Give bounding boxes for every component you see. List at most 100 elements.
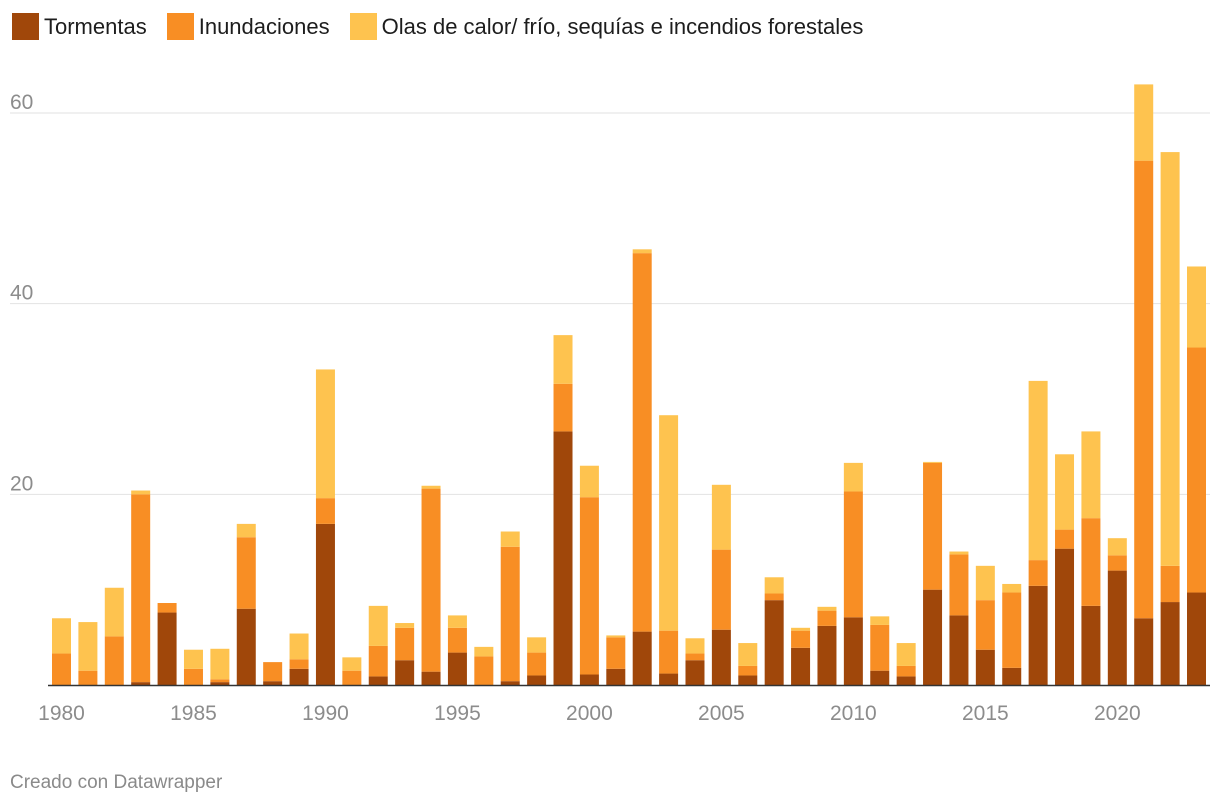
bar-2018-series-1 bbox=[1055, 529, 1075, 549]
bar-2017-series-1 bbox=[1028, 560, 1048, 586]
bar-1982-series-2 bbox=[104, 587, 124, 637]
x-tick-label-2005: 2005 bbox=[698, 702, 745, 725]
legend-label-olas-calor: Olas de calor/ frío, sequías e incendios… bbox=[381, 13, 864, 39]
bar-2016-series-2 bbox=[1002, 583, 1022, 593]
bar-1992-series-2 bbox=[368, 605, 388, 646]
bar-2021-series-0 bbox=[1134, 618, 1154, 685]
legend-swatch-tormentas bbox=[12, 13, 39, 40]
bar-1986-series-0 bbox=[210, 682, 230, 685]
bar-2000-series-0 bbox=[579, 674, 599, 685]
bar-1992-series-1 bbox=[368, 645, 388, 677]
x-tick-label-1980: 1980 bbox=[38, 702, 85, 725]
bar-1985-series-1 bbox=[183, 668, 203, 685]
bar-2006-series-0 bbox=[738, 675, 758, 685]
bar-1994-series-2 bbox=[421, 485, 441, 489]
bar-1999-series-0 bbox=[553, 431, 573, 685]
bar-1984-series-0 bbox=[157, 612, 177, 685]
bar-2020-series-1 bbox=[1107, 555, 1127, 571]
x-tick-label-2000: 2000 bbox=[566, 702, 613, 725]
bar-2012-series-1 bbox=[896, 665, 916, 677]
bar-2011-series-1 bbox=[870, 624, 890, 671]
bar-1986-series-2 bbox=[210, 648, 230, 680]
bar-2013-series-0 bbox=[923, 589, 943, 685]
bar-1980-series-2 bbox=[52, 618, 71, 654]
y-tick-label-40: 40 bbox=[10, 282, 33, 305]
bar-1993-series-0 bbox=[395, 660, 415, 685]
bar-2019-series-0 bbox=[1081, 605, 1101, 685]
bar-1993-series-2 bbox=[395, 623, 415, 628]
bar-2001-series-1 bbox=[606, 637, 626, 669]
bar-2023-series-2 bbox=[1187, 266, 1206, 348]
bar-1988-series-1 bbox=[263, 662, 283, 682]
y-tick-label-20: 20 bbox=[10, 472, 33, 495]
bar-1990-series-0 bbox=[315, 523, 335, 685]
bar-2013-series-2 bbox=[923, 461, 943, 463]
bar-2006-series-1 bbox=[738, 665, 758, 676]
bar-1982-series-1 bbox=[104, 636, 124, 685]
chart-legend: Tormentas Inundaciones Olas de calor/ fr… bbox=[12, 13, 883, 40]
bar-2002-series-1 bbox=[632, 253, 652, 632]
bar-1997-series-0 bbox=[500, 681, 520, 685]
bar-1989-series-1 bbox=[289, 659, 309, 669]
bar-1989-series-2 bbox=[289, 633, 309, 660]
bar-2004-series-1 bbox=[685, 653, 705, 661]
bar-2018-series-2 bbox=[1055, 454, 1075, 530]
bar-2015-series-1 bbox=[975, 600, 995, 650]
bar-2009-series-1 bbox=[817, 610, 837, 626]
bar-2000-series-1 bbox=[579, 497, 599, 675]
bar-1994-series-1 bbox=[421, 488, 441, 672]
bar-1987-series-2 bbox=[236, 523, 256, 538]
bar-1993-series-1 bbox=[395, 627, 415, 661]
bar-2011-series-0 bbox=[870, 670, 890, 685]
bar-2022-series-0 bbox=[1160, 602, 1180, 685]
bar-1983-series-2 bbox=[131, 490, 151, 495]
bar-1985-series-2 bbox=[183, 649, 203, 669]
x-tick-label-1990: 1990 bbox=[302, 702, 349, 725]
legend-label-tormentas: Tormentas bbox=[44, 13, 147, 39]
bar-2008-series-0 bbox=[791, 647, 811, 685]
bar-2010-series-0 bbox=[843, 617, 863, 685]
bar-2019-series-2 bbox=[1081, 431, 1101, 519]
bar-2013-series-1 bbox=[923, 462, 943, 590]
legend-label-inundaciones: Inundaciones bbox=[198, 13, 330, 39]
bar-2018-series-0 bbox=[1055, 548, 1075, 685]
bar-2015-series-0 bbox=[975, 649, 995, 685]
bar-1997-series-1 bbox=[500, 546, 520, 682]
bar-2022-series-2 bbox=[1160, 152, 1180, 566]
bar-1998-series-0 bbox=[527, 675, 547, 685]
bar-2012-series-0 bbox=[896, 676, 916, 685]
bar-2023-series-0 bbox=[1187, 592, 1206, 685]
legend-item-tormentas: Tormentas bbox=[12, 13, 147, 40]
bar-1998-series-2 bbox=[527, 637, 547, 653]
bar-2001-series-2 bbox=[606, 635, 626, 638]
bar-2009-series-0 bbox=[817, 625, 837, 685]
legend-item-olas-calor: Olas de calor/ frío, sequías e incendios… bbox=[349, 13, 864, 40]
x-tick-label-2020: 2020 bbox=[1094, 702, 1141, 725]
bar-2021-series-2 bbox=[1134, 84, 1154, 161]
bar-2019-series-1 bbox=[1081, 518, 1101, 606]
bar-2022-series-1 bbox=[1160, 565, 1180, 603]
bar-1988-series-0 bbox=[263, 681, 283, 685]
bar-2007-series-2 bbox=[764, 577, 784, 594]
bar-1991-series-1 bbox=[342, 670, 362, 685]
bar-2006-series-2 bbox=[738, 643, 758, 666]
bar-2003-series-1 bbox=[659, 630, 679, 674]
bar-1995-series-2 bbox=[447, 615, 467, 628]
bar-2014-series-1 bbox=[949, 554, 969, 616]
bar-2017-series-2 bbox=[1028, 380, 1048, 561]
bar-2008-series-1 bbox=[791, 630, 811, 648]
legend-swatch-inundaciones bbox=[166, 13, 194, 40]
bar-2010-series-2 bbox=[843, 462, 863, 492]
bar-1983-series-1 bbox=[131, 494, 151, 683]
bar-2009-series-2 bbox=[817, 606, 837, 611]
bar-1999-series-1 bbox=[553, 383, 573, 432]
bar-1984-series-1 bbox=[157, 603, 177, 613]
bar-2005-series-0 bbox=[711, 629, 731, 685]
bar-1995-series-1 bbox=[447, 627, 467, 653]
bar-2020-series-2 bbox=[1107, 538, 1127, 556]
bar-2004-series-2 bbox=[685, 638, 705, 654]
bar-2017-series-0 bbox=[1028, 585, 1048, 685]
legend-swatch-olas-calor bbox=[349, 13, 377, 40]
bar-2014-series-2 bbox=[949, 551, 969, 555]
bar-1999-series-2 bbox=[553, 335, 573, 384]
